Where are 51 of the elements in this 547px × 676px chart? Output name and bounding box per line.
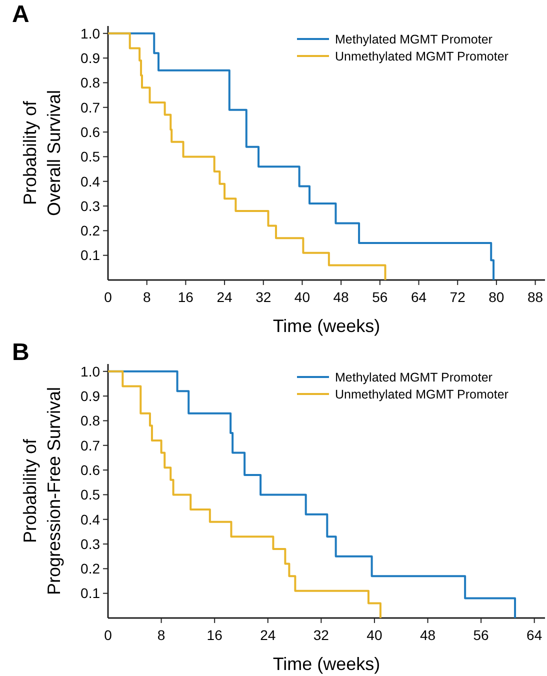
legend-label: Methylated MGMT Promoter bbox=[335, 370, 492, 384]
x-tick-label: 48 bbox=[420, 627, 436, 643]
x-axis-title: Time (weeks) bbox=[272, 316, 380, 336]
x-tick-label: 56 bbox=[473, 627, 490, 643]
y-tick-label: 1.0 bbox=[80, 25, 100, 42]
y-tick-label: 0.2 bbox=[80, 560, 100, 577]
legend-label: Unmethylated MGMT Promoter bbox=[335, 387, 508, 402]
x-tick-label: 88 bbox=[528, 289, 544, 305]
x-tick-label: 64 bbox=[526, 627, 542, 643]
y-tick-label: 0.4 bbox=[80, 511, 100, 528]
y-tick-label: 0.3 bbox=[80, 536, 100, 552]
x-axis-title: Time (weeks) bbox=[272, 654, 380, 674]
x-tick-label: 16 bbox=[178, 289, 194, 305]
legend-label: Unmethylated MGMT Promoter bbox=[335, 49, 508, 64]
y-tick-label: 1.0 bbox=[80, 363, 100, 380]
y-tick-label: 0.1 bbox=[80, 247, 100, 264]
chart-title: A bbox=[12, 1, 30, 28]
x-tick-label: 32 bbox=[313, 627, 330, 643]
x-tick-label: 56 bbox=[372, 289, 388, 305]
x-tick-label: 16 bbox=[206, 627, 223, 643]
x-tick-label: 72 bbox=[450, 289, 466, 305]
y-axis-title: Probability of Overall Survival bbox=[20, 90, 64, 216]
x-tick-label: 48 bbox=[333, 289, 350, 305]
x-tick-label: 80 bbox=[488, 289, 504, 305]
y-tick-label: 0.4 bbox=[80, 173, 100, 190]
y-tick-label: 0.2 bbox=[80, 222, 100, 239]
x-tick-label: 0 bbox=[104, 627, 112, 643]
y-tick-label: 0.6 bbox=[80, 462, 100, 478]
y-tick-label: 0.3 bbox=[80, 198, 100, 214]
y-tick-label: 0.7 bbox=[80, 99, 100, 116]
x-tick-label: 8 bbox=[157, 627, 166, 643]
y-tick-label: 0.5 bbox=[80, 148, 100, 165]
y-tick-label: 0.8 bbox=[80, 412, 100, 429]
x-tick-label: 64 bbox=[410, 289, 427, 305]
x-tick-label: 40 bbox=[366, 627, 382, 643]
x-tick-label: 40 bbox=[294, 289, 310, 305]
y-tick-label: 0.5 bbox=[80, 486, 100, 503]
x-tick-label: 0 bbox=[104, 289, 112, 305]
x-tick-label: 24 bbox=[216, 289, 233, 305]
chart-title: B bbox=[12, 339, 30, 366]
y-tick-label: 0.6 bbox=[80, 124, 100, 140]
legend-label: Methylated MGMT Promoter bbox=[335, 32, 492, 46]
y-tick-label: 0.9 bbox=[80, 50, 100, 66]
x-tick-label: 24 bbox=[260, 627, 276, 643]
x-tick-label: 32 bbox=[256, 289, 272, 305]
y-tick-label: 0.7 bbox=[80, 437, 100, 454]
y-axis-title: Probability of Progression-Free Survival bbox=[20, 386, 64, 596]
y-tick-label: 0.8 bbox=[80, 74, 100, 91]
y-tick-label: 0.1 bbox=[80, 585, 100, 602]
y-tick-label: 0.9 bbox=[80, 388, 100, 404]
x-tick-label: 8 bbox=[142, 289, 151, 305]
